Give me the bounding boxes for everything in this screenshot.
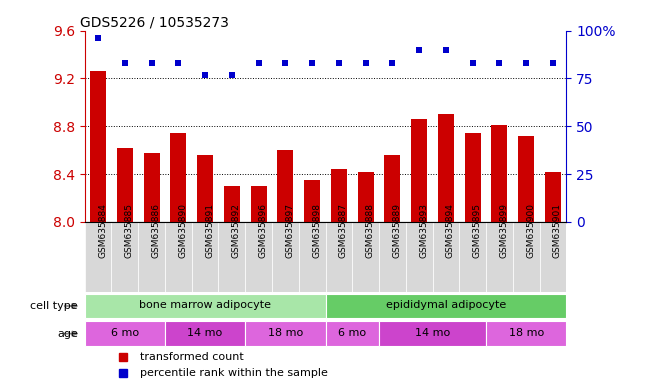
Text: GSM635887: GSM635887 xyxy=(339,204,348,258)
Bar xyxy=(438,114,454,222)
Bar xyxy=(486,321,566,346)
Bar xyxy=(326,222,352,292)
Bar xyxy=(191,222,219,292)
Bar xyxy=(197,155,213,222)
Bar xyxy=(384,155,400,222)
Bar xyxy=(406,222,432,292)
Bar xyxy=(143,152,159,222)
Text: 14 mo: 14 mo xyxy=(187,328,223,338)
Bar xyxy=(165,222,191,292)
Bar xyxy=(540,222,566,292)
Text: cell type: cell type xyxy=(31,301,78,311)
Bar xyxy=(513,222,540,292)
Text: GSM635900: GSM635900 xyxy=(526,204,535,258)
Text: percentile rank within the sample: percentile rank within the sample xyxy=(140,368,328,378)
Bar xyxy=(219,222,245,292)
Bar xyxy=(85,293,326,318)
Text: transformed count: transformed count xyxy=(140,352,243,362)
Text: GSM635895: GSM635895 xyxy=(473,204,482,258)
Bar xyxy=(492,125,508,222)
Bar xyxy=(165,321,245,346)
Text: GDS5226 / 10535273: GDS5226 / 10535273 xyxy=(80,16,229,30)
Bar xyxy=(465,133,480,222)
Bar xyxy=(245,222,272,292)
Bar xyxy=(251,186,267,222)
Bar xyxy=(379,222,406,292)
Text: GSM635891: GSM635891 xyxy=(205,204,214,258)
Bar xyxy=(272,222,299,292)
Text: epididymal adipocyte: epididymal adipocyte xyxy=(386,300,506,310)
Bar xyxy=(326,293,566,318)
Bar xyxy=(460,222,486,292)
Bar xyxy=(331,169,347,222)
Text: GSM635898: GSM635898 xyxy=(312,204,321,258)
Bar xyxy=(224,186,240,222)
Bar xyxy=(85,222,111,292)
Bar xyxy=(85,321,165,346)
Bar xyxy=(111,222,138,292)
Text: 6 mo: 6 mo xyxy=(339,328,367,338)
Bar xyxy=(245,321,326,346)
Text: GSM635886: GSM635886 xyxy=(152,204,161,258)
Bar xyxy=(138,222,165,292)
Text: 14 mo: 14 mo xyxy=(415,328,450,338)
Text: GSM635897: GSM635897 xyxy=(285,204,294,258)
Bar xyxy=(326,321,379,346)
Text: GSM635885: GSM635885 xyxy=(125,204,133,258)
Text: GSM635901: GSM635901 xyxy=(553,204,562,258)
Text: age: age xyxy=(57,329,78,339)
Text: GSM635888: GSM635888 xyxy=(366,204,374,258)
Text: GSM635894: GSM635894 xyxy=(446,204,455,258)
Bar xyxy=(432,222,460,292)
Bar xyxy=(545,172,561,222)
Bar xyxy=(411,119,427,222)
Bar xyxy=(518,136,534,222)
Text: GSM635884: GSM635884 xyxy=(98,204,107,258)
Text: bone marrow adipocyte: bone marrow adipocyte xyxy=(139,300,271,310)
Text: 6 mo: 6 mo xyxy=(111,328,139,338)
Text: GSM635892: GSM635892 xyxy=(232,204,241,258)
Text: GSM635896: GSM635896 xyxy=(258,204,268,258)
Text: GSM635899: GSM635899 xyxy=(499,204,508,258)
Bar xyxy=(379,321,486,346)
Text: 18 mo: 18 mo xyxy=(268,328,303,338)
Text: GSM635893: GSM635893 xyxy=(419,204,428,258)
Text: 18 mo: 18 mo xyxy=(508,328,544,338)
Bar xyxy=(90,71,106,222)
Bar xyxy=(117,148,133,222)
Bar xyxy=(304,180,320,222)
Bar xyxy=(486,222,513,292)
Bar xyxy=(352,222,379,292)
Text: GSM635890: GSM635890 xyxy=(178,204,187,258)
Text: GSM635889: GSM635889 xyxy=(393,204,402,258)
Bar xyxy=(277,150,294,222)
Bar xyxy=(357,172,374,222)
Bar xyxy=(299,222,326,292)
Bar xyxy=(171,133,186,222)
